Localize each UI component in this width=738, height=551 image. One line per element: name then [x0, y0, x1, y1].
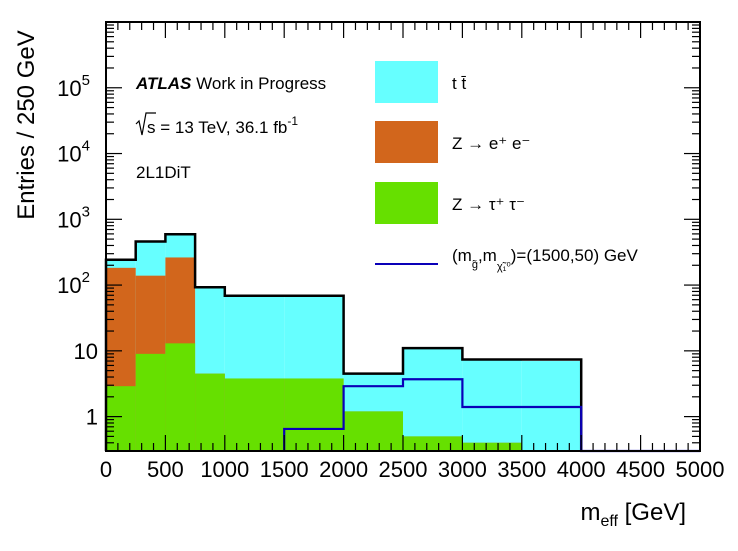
bar-ztautau-3: [195, 373, 225, 451]
axis-ticks: [105, 21, 701, 452]
y-tick-label-base: 10: [57, 273, 81, 298]
x-tick-label-2500: 2500: [379, 457, 428, 482]
energy-lumi-label: s = 13 TeV, 36.1 fb-1: [135, 112, 298, 137]
x-tick-label-2000: 2000: [319, 457, 368, 482]
region-label: 2L1DiT: [136, 163, 191, 182]
y-tick-label-exp: 5: [82, 72, 90, 89]
bar-ztautau-5: [284, 378, 344, 451]
y-tick-label-10000: 104: [57, 138, 90, 167]
bar-ttbar-7: [403, 348, 463, 451]
sqrt-symbol: [135, 112, 156, 136]
legend-swatch-ztautau: [375, 182, 438, 224]
y-axis-label: Entries / 250 GeV: [13, 30, 40, 219]
atlas-status: Work in Progress: [191, 74, 326, 93]
y-tick-label-1: 1: [86, 405, 98, 430]
y-tick-label-base: 1: [86, 405, 98, 430]
x-tick-label-3500: 3500: [497, 457, 546, 482]
y-tick-label-exp: 2: [82, 269, 90, 286]
lumi-exponent: -1: [287, 114, 298, 128]
bar-ztautau-2: [165, 343, 196, 451]
x-tick-label-500: 500: [147, 457, 184, 482]
x-tick-label-1500: 1500: [260, 457, 309, 482]
legend-swatch-ttbar: [375, 61, 438, 103]
y-tick-label-base: 10: [57, 207, 81, 232]
y-tick-label-100: 102: [57, 269, 90, 298]
legend-swatch-zee: [375, 121, 438, 163]
x-axis-label-main: m: [580, 499, 600, 526]
y-tick-label-exp: 3: [82, 203, 90, 220]
histogram-layer: [104, 232, 583, 451]
legend-label-ztautau: Z → τ⁺ τ⁻: [452, 195, 525, 214]
legend-label-zee: Z → e⁺ e⁻: [452, 134, 530, 153]
x-tick-label-3000: 3000: [438, 457, 487, 482]
atlas-experiment: ATLAS: [135, 74, 192, 93]
legend-label-ttbar: t t̄: [452, 74, 467, 93]
signal-label-open: (m: [452, 246, 472, 265]
x-tick-label-0: 0: [100, 457, 112, 482]
x-axis-label: meff [GeV]: [580, 499, 686, 530]
y-tick-label-exp: 4: [82, 138, 90, 155]
x-tick-label-4500: 4500: [616, 457, 665, 482]
bar-ztautau-1: [135, 353, 166, 451]
x-axis-label-unit: [GeV]: [618, 499, 686, 526]
bar-ztautau-6: [343, 411, 403, 451]
bar-ztautau-0: [106, 386, 136, 451]
y-tick-label-base: 10: [57, 76, 81, 101]
y-tick-label-100000: 105: [57, 72, 90, 101]
x-tick-label-5000: 5000: [676, 457, 725, 482]
tick-labels: 0 500 1000 1500 2000 2500 3000 3500 4000 4500 5000…: [57, 72, 724, 482]
x-tick-label-1000: 1000: [200, 457, 249, 482]
legend-label-signal: (mg̃,mχ̃₁⁰)=(1500,50) GeV: [452, 246, 639, 273]
y-tick-label-1000: 103: [57, 203, 90, 232]
signal-label-sub-neutralino: χ̃₁⁰: [497, 261, 511, 273]
legend: t t̄ Z → e⁺ e⁻ Z → τ⁺ τ⁻ (mg̃,mχ̃₁⁰)=(15…: [375, 61, 639, 273]
signal-label-sub-gluino: g̃: [472, 259, 478, 271]
sqrt-s-text: s = 13 TeV, 36.1 fb: [147, 118, 287, 137]
bar-ztautau-4: [224, 378, 285, 451]
signal-label-tail: )=(1500,50) GeV: [511, 246, 639, 265]
bar-ztautau-7: [403, 436, 463, 451]
signal-label-mid: ,m: [478, 246, 497, 265]
x-axis-label-sub: eff: [600, 513, 618, 530]
y-tick-label-base: 10: [74, 339, 98, 364]
x-tick-label-4000: 4000: [557, 457, 606, 482]
total-outline: [104, 232, 583, 451]
y-tick-label-base: 10: [57, 142, 81, 167]
bar-ztautau-8: [462, 442, 522, 451]
bar-ttbar-8: [462, 359, 522, 451]
y-tick-label-10: 10: [74, 339, 98, 364]
energy-lumi-text: s = 13 TeV, 36.1 fb-1: [147, 114, 298, 137]
atlas-label: ATLAS Work in Progress: [135, 74, 326, 93]
